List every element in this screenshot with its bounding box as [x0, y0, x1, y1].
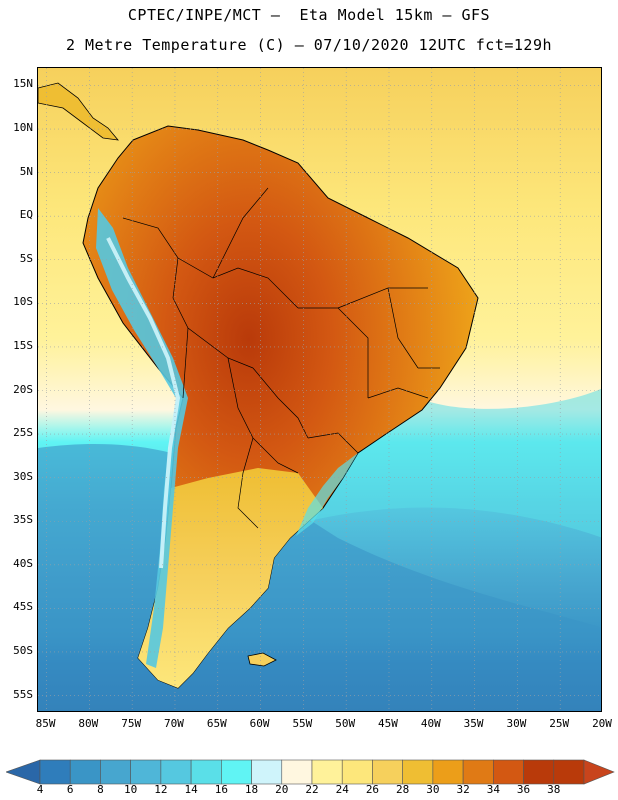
lon-tick-label: 40W — [420, 717, 441, 730]
colorbar-tick-label: 14 — [184, 783, 198, 796]
colorbar-tick-label: 4 — [36, 783, 44, 796]
lon-tick-label: 50W — [335, 717, 356, 730]
map-subtitle: 2 Metre Temperature (C) – 07/10/2020 12U… — [65, 36, 553, 54]
colorbar-bin — [69, 759, 101, 785]
colorbar-tick-label: 28 — [396, 783, 410, 796]
colorbar-tick-label: 34 — [486, 783, 500, 796]
colorbar-bin — [100, 759, 131, 785]
lon-tick-label: 30W — [506, 717, 527, 730]
colorbar-bin — [160, 759, 192, 785]
southeast-coast-cool — [296, 453, 358, 536]
colorbar-bin — [402, 759, 434, 785]
colorbar-tick-label: 12 — [154, 783, 168, 796]
lat-tick-label: 5S — [19, 251, 33, 265]
lat-tick-label: 55S — [13, 687, 33, 701]
lat-tick-label: 25S — [13, 426, 33, 440]
colorbar-tick-label: 32 — [456, 783, 470, 796]
lat-tick-label: 45S — [13, 600, 33, 614]
colorbar-bin — [130, 759, 162, 785]
colorbar-tick-label: 16 — [214, 783, 228, 796]
central-america — [38, 82, 119, 141]
colorbar-arrow-high — [583, 759, 615, 785]
lon-tick-label: 55W — [292, 717, 313, 730]
lon-tick-label: 80W — [78, 717, 99, 730]
lat-tick-label: EQ — [19, 208, 33, 222]
lon-tick-label: 65W — [206, 717, 227, 730]
lon-tick-label: 85W — [35, 717, 56, 730]
colorbar — [6, 759, 615, 785]
lat-tick-label: 40S — [13, 556, 33, 570]
lat-tick-label: 20S — [13, 382, 33, 396]
colorbar-tick-label: 18 — [244, 783, 259, 796]
lon-tick-label: 25W — [549, 717, 570, 730]
lon-tick-label: 45W — [378, 717, 398, 730]
lat-tick-label: 30S — [13, 469, 33, 483]
colorbar-bin — [432, 759, 464, 785]
lon-tick-label: 60W — [249, 717, 270, 730]
colorbar-tick-label: 38 — [547, 783, 561, 796]
colorbar-tick-label: 20 — [275, 783, 289, 796]
colorbar-tick-label: 6 — [66, 783, 74, 796]
colorbar-bin — [221, 759, 252, 785]
lat-tick-label: 15S — [13, 338, 33, 352]
lat-tick-label: 35S — [13, 513, 33, 527]
colorbar-bin — [493, 759, 524, 785]
colorbar-tick-label: 26 — [365, 783, 380, 796]
andes-peaks — [106, 237, 181, 569]
lon-tick-label: 70W — [164, 717, 184, 730]
lon-tick-label: 35W — [463, 717, 484, 730]
colorbar-bin — [311, 759, 343, 785]
colorbar-bin — [341, 759, 373, 785]
colorbar-bin — [462, 759, 494, 785]
map-canvas — [38, 68, 601, 711]
lon-tick-label: 75W — [121, 717, 142, 730]
lon-tick-label: 20W — [592, 717, 612, 730]
country-borders — [122, 187, 440, 529]
colorbar-tick-label: 10 — [124, 783, 138, 796]
colorbar-bin — [39, 759, 71, 785]
map-title: CPTEC/INPE/MCT – Eta Model 15km – GFS — [127, 6, 491, 24]
colorbar-bin — [372, 759, 403, 785]
colorbar-tick-label: 30 — [426, 783, 440, 796]
lat-tick-label: 15N — [13, 77, 33, 91]
colorbar-arrow-low — [6, 759, 41, 785]
lat-tick-label: 5N — [19, 164, 33, 178]
lat-tick-label: 10S — [13, 295, 33, 309]
colorbar-tick-label: 8 — [97, 783, 104, 796]
colorbar-bin — [553, 759, 585, 785]
colorbar-tick-label: 24 — [335, 783, 349, 796]
temperature-map — [37, 67, 602, 712]
patagonia-region — [138, 468, 323, 688]
colorbar-bin — [251, 759, 283, 785]
colorbar-bin — [523, 759, 555, 785]
lat-tick-label: 10N — [13, 121, 33, 134]
lat-tick-label: 50S — [13, 643, 33, 657]
falkland-islands — [247, 652, 277, 667]
andes-cold-strip — [96, 208, 188, 668]
colorbar-bin — [281, 759, 313, 785]
colorbar-tick-label: 36 — [516, 783, 531, 796]
colorbar-tick-label: 22 — [305, 783, 319, 796]
colorbar-bin — [190, 759, 222, 785]
